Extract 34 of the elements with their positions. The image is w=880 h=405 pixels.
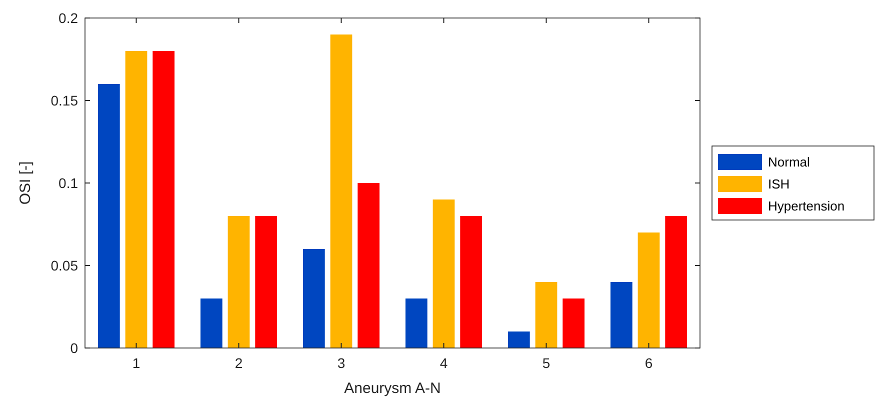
- y-tick-label: 0.15: [50, 92, 78, 108]
- bar: [228, 216, 250, 348]
- legend-label: ISH: [768, 176, 790, 192]
- legend-label: Normal: [768, 154, 810, 170]
- x-tick-label: 2: [234, 355, 243, 371]
- bar: [562, 298, 585, 348]
- bar: [330, 34, 352, 348]
- bar: [535, 282, 558, 348]
- bar: [665, 216, 688, 348]
- x-tick-label: 1: [132, 355, 140, 371]
- y-tick-label: 0.05: [50, 257, 78, 274]
- bar: [200, 298, 222, 348]
- x-axis-title: Aneurysm A-N: [344, 380, 441, 397]
- bar: [98, 84, 120, 348]
- legend-label: Hypertension: [768, 198, 845, 214]
- y-axis-title: OSI [-]: [17, 161, 34, 205]
- bar: [302, 249, 325, 348]
- x-tick-label: 4: [440, 355, 448, 371]
- bar: [432, 200, 455, 348]
- bar: [125, 51, 148, 348]
- x-tick-label: 5: [542, 355, 550, 371]
- bar: [358, 183, 380, 348]
- bar: [610, 282, 632, 348]
- x-tick-label: 3: [337, 355, 346, 371]
- bar: [460, 216, 482, 348]
- y-tick-label: 0.2: [58, 10, 78, 26]
- bar: [638, 232, 660, 348]
- bar: [255, 216, 278, 348]
- bar: [405, 298, 428, 348]
- y-tick-label: 0: [70, 340, 78, 356]
- y-tick-label: 0.1: [58, 174, 78, 191]
- bar: [508, 332, 530, 348]
- x-tick-label: 6: [644, 355, 653, 371]
- bar: [152, 51, 175, 348]
